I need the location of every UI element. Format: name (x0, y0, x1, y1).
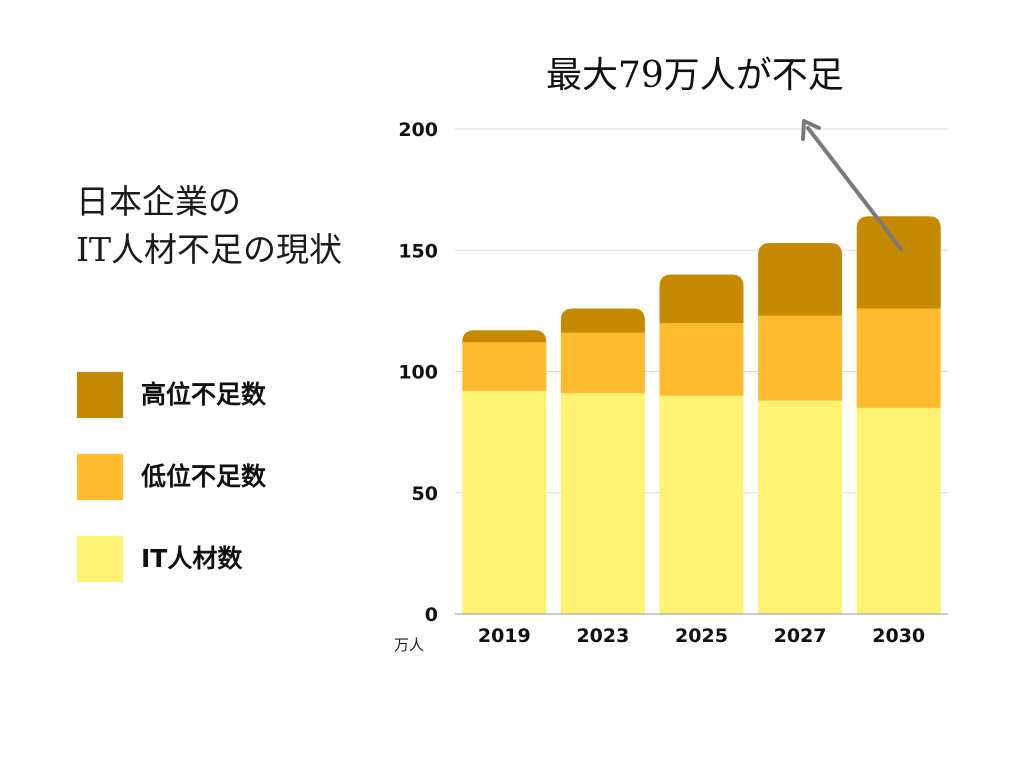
y-axis-unit-label: 万人 (394, 636, 425, 654)
y-tick-label-150: 150 (398, 240, 438, 262)
x-tick-label-2023: 2023 (576, 625, 629, 647)
legend-swatch-it-workforce (77, 536, 123, 582)
bar-2023-series-2 (560, 308, 645, 333)
legend-label-senior-shortage: 高位不足数 (141, 380, 267, 409)
annotation-arrow-line (806, 126, 903, 251)
x-tick-label-2027: 2027 (774, 625, 827, 647)
y-tick-label-50: 50 (412, 483, 438, 505)
legend-item-junior-shortage: 低位不足数 (77, 454, 337, 500)
bar-2030-series-1 (856, 308, 941, 408)
bar-2027-series-2 (758, 242, 843, 316)
bar-2023-series-0 (560, 393, 645, 614)
bar-2027-series-1 (758, 315, 843, 401)
bar-2025-series-1 (659, 323, 744, 396)
page-title-line-1: 日本企業の (76, 182, 241, 221)
legend-label-it-workforce: IT人材数 (141, 544, 243, 573)
bar-2019-series-2 (462, 330, 547, 343)
bar-2030-series-0 (856, 407, 941, 614)
bar-2025-series-2 (659, 274, 744, 323)
legend-label-junior-shortage: 低位不足数 (141, 462, 267, 491)
bar-2019-series-1 (462, 342, 547, 391)
page-title-line-2: IT人材不足の現状 (76, 230, 343, 269)
legend-swatch-senior-shortage (77, 372, 123, 418)
legend-item-it-workforce: IT人材数 (77, 536, 337, 582)
annotation-arrowhead (801, 119, 821, 141)
x-tick-label-2025: 2025 (675, 625, 728, 647)
y-tick-label-200: 200 (398, 119, 438, 141)
y-tick-label-100: 100 (398, 362, 438, 384)
bar-2019-series-0 (462, 390, 547, 614)
y-tick-label-0: 0 (425, 604, 438, 626)
page-title: 日本企業の IT人材不足の現状 (76, 178, 396, 274)
legend-item-senior-shortage: 高位不足数 (77, 372, 337, 418)
bar-2023-series-1 (560, 332, 645, 394)
bar-2030-series-2 (856, 216, 941, 309)
bar-2025-series-0 (659, 395, 744, 614)
x-tick-label-2030: 2030 (872, 625, 925, 647)
legend-swatch-junior-shortage (77, 454, 123, 500)
shortage-annotation: 最大79万人が不足 (546, 55, 844, 96)
x-tick-label-2019: 2019 (478, 625, 531, 647)
bar-2027-series-0 (758, 400, 843, 614)
